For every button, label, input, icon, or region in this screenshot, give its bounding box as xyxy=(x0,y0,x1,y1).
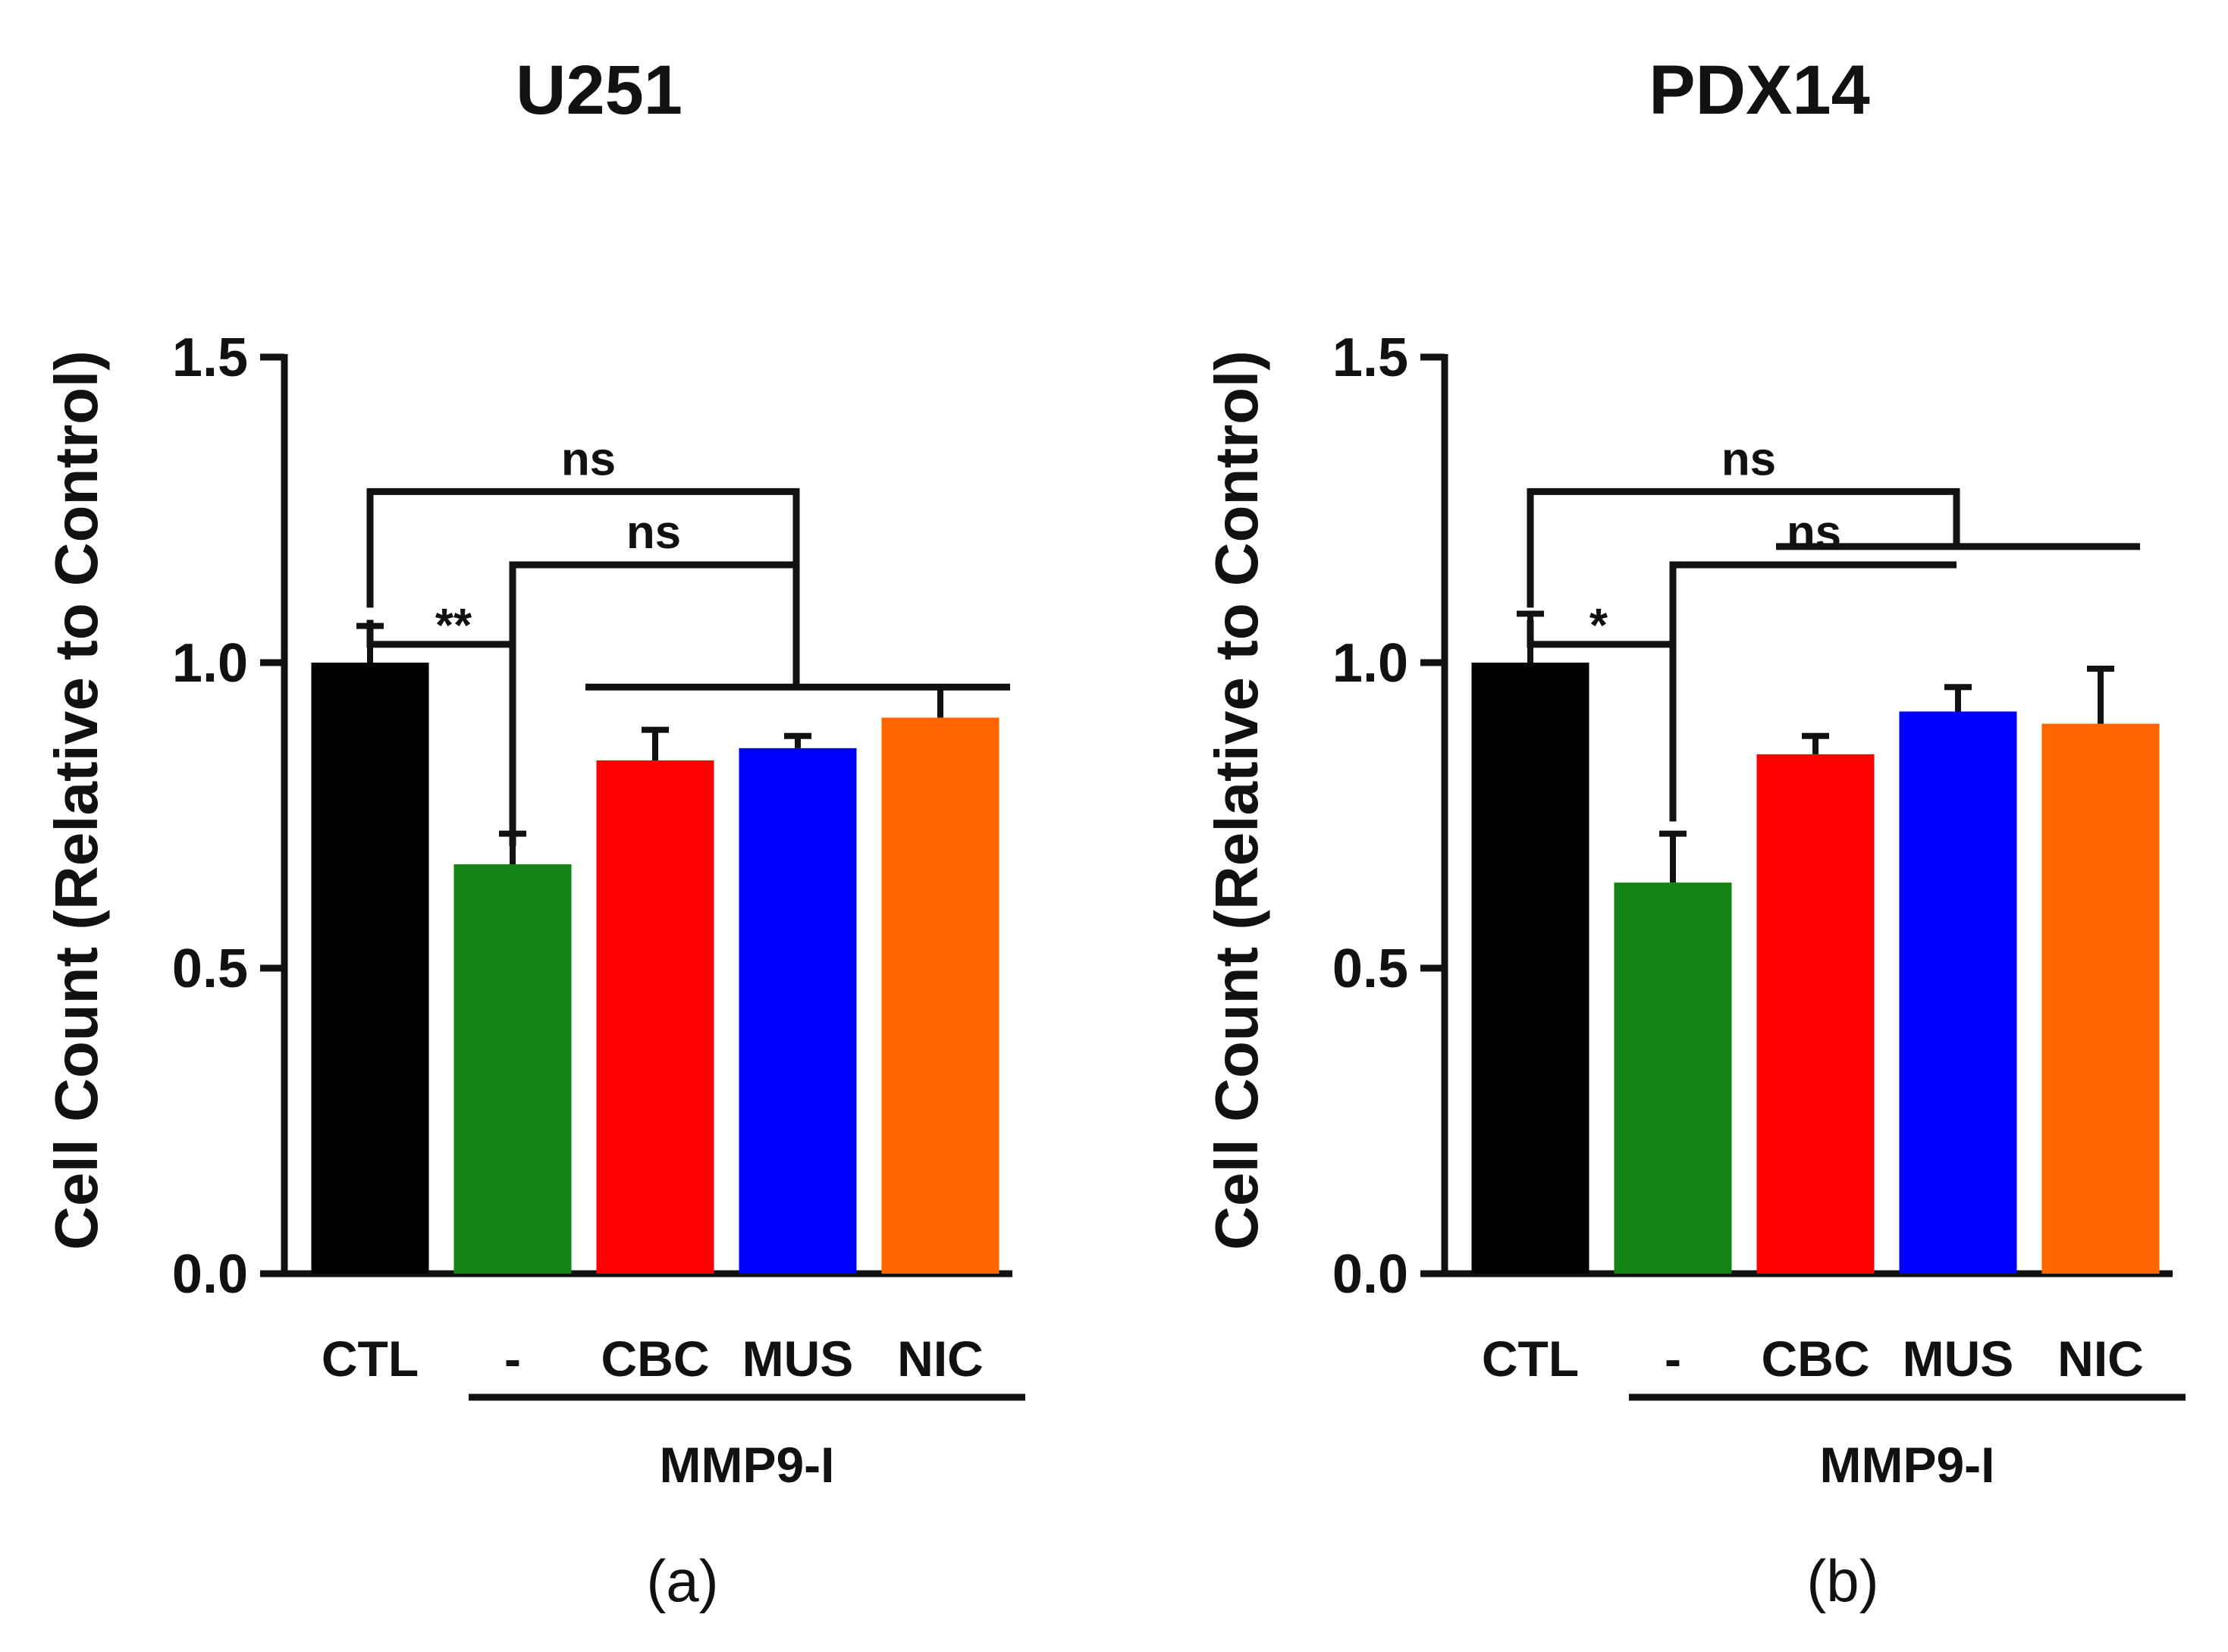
category-label: CBC xyxy=(601,1331,710,1387)
sig-label-star: * xyxy=(1589,600,1608,652)
bar-mmp9i xyxy=(453,864,572,1274)
category-label: - xyxy=(1665,1331,1681,1387)
y-axis-label: Cell Count (Relative to Control) xyxy=(1203,350,1270,1250)
bar-cbc xyxy=(1756,754,1875,1274)
y-tick-label: 0.5 xyxy=(172,939,248,999)
y-tick-label: 0.5 xyxy=(1332,939,1408,999)
sig-label-upper: ns xyxy=(561,433,616,485)
sig-bracket-lower xyxy=(509,561,796,846)
panel-label: (b) xyxy=(1806,1547,1878,1614)
sig-label-lower: ns xyxy=(1787,506,1841,559)
sig-bracket-star xyxy=(366,619,513,648)
y-tick-label: 1.5 xyxy=(172,328,248,388)
sig-bracket-upper xyxy=(366,487,800,688)
bar-mus xyxy=(1899,711,2017,1274)
category-label: NIC xyxy=(897,1331,984,1387)
y-tick-label: 0.0 xyxy=(1332,1244,1408,1305)
category-label: NIC xyxy=(2057,1331,2144,1387)
category-label: MUS xyxy=(742,1331,854,1387)
y-tick-label: 0.0 xyxy=(172,1244,248,1305)
sig-label-lower: ns xyxy=(626,506,681,559)
bar-nic xyxy=(2041,723,2160,1274)
bar-cbc xyxy=(596,760,714,1274)
category-label: - xyxy=(504,1331,521,1387)
group-label: MMP9-I xyxy=(660,1437,835,1493)
chart-title: U251 xyxy=(516,52,683,129)
category-label: CBC xyxy=(1762,1331,1870,1387)
sig-bracket-upper xyxy=(1527,487,1960,608)
category-label: CTL xyxy=(1482,1331,1579,1387)
panel-label: (a) xyxy=(646,1547,718,1614)
sig-label-star: ** xyxy=(435,600,472,652)
category-label: CTL xyxy=(322,1331,419,1387)
sig-bracket-lower xyxy=(1669,561,1957,822)
bar-ctl xyxy=(1471,663,1589,1274)
panel-a: U251 Cell Count (Relative to Control) 0.0 0… xyxy=(42,52,1025,1614)
sig-label-upper: ns xyxy=(1721,433,1776,485)
category-label: MUS xyxy=(1903,1331,2014,1387)
y-axis-label: Cell Count (Relative to Control) xyxy=(42,350,110,1250)
sig-bracket-star xyxy=(1527,619,1673,648)
panel-b: PDX14 Cell Count (Relative to Control) 0.0… xyxy=(1203,52,2186,1614)
bar-mus xyxy=(739,748,857,1274)
bar-nic xyxy=(881,717,999,1274)
y-tick-label: 1.0 xyxy=(172,633,248,694)
group-label: MMP9-I xyxy=(1820,1437,1995,1493)
y-tick-label: 1.5 xyxy=(1332,328,1408,388)
bar-mmp9i xyxy=(1614,882,1732,1274)
bar-ctl xyxy=(311,663,429,1274)
chart-title: PDX14 xyxy=(1649,52,1870,129)
y-tick-label: 1.0 xyxy=(1332,633,1408,694)
